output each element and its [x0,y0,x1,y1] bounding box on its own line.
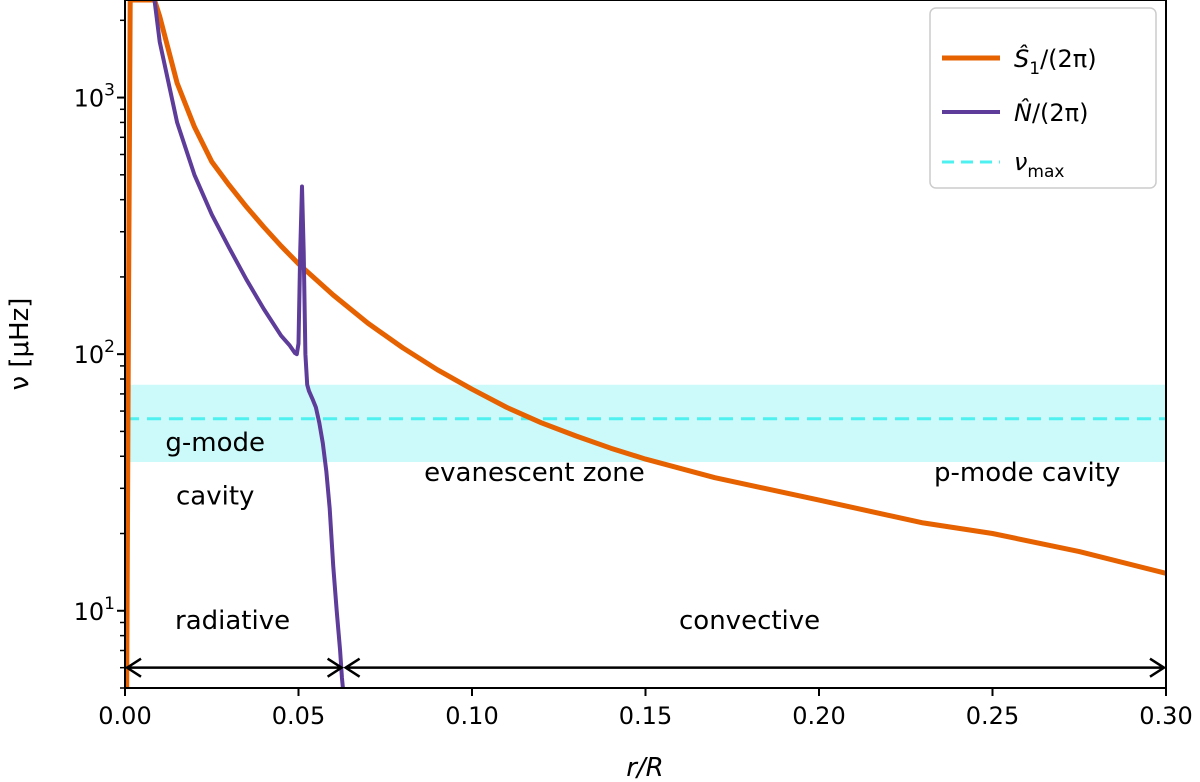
x-tick-label: 0.20 [792,702,845,730]
nu-max-band [125,384,1166,462]
radiative-arrow [124,657,344,678]
legend-label-s1: Ŝ1/(2π) [1014,43,1097,79]
annotation-radiative: radiative [175,606,290,636]
annotation-convective: convective [679,606,820,636]
annotation-evanescent-zone: evanescent zone [424,458,645,488]
convective-arrow [343,657,1167,678]
annotation-g-mode: g-mode [165,428,265,458]
x-tick-label: 0.05 [272,702,325,730]
x-tick-label: 0.25 [966,702,1019,730]
legend: Ŝ1/(2π) N̂/(2π) νmax [929,7,1157,189]
annotation-p-mode-cavity: p-mode cavity [934,458,1120,488]
y-axis-label: ν [μHz] [5,298,35,391]
legend-box [929,7,1157,189]
x-tick-label: 0.15 [619,702,672,730]
legend-label-n: N̂/(2π) [1014,99,1088,127]
s1-series-line [125,0,1166,688]
annotation-cavity: cavity [176,481,254,511]
x-tick-label: 0.00 [98,702,151,730]
x-axis-label: r/R [626,753,664,782]
y-tick-label: 102 [74,337,115,369]
n-series-line [152,0,345,688]
y-tick-label: 103 [74,81,115,113]
y-tick-label: 101 [74,594,115,626]
x-tick-label: 0.30 [1139,702,1192,730]
legend-label-nu-max: νmax [1014,148,1064,182]
x-tick-label: 0.10 [445,702,498,730]
